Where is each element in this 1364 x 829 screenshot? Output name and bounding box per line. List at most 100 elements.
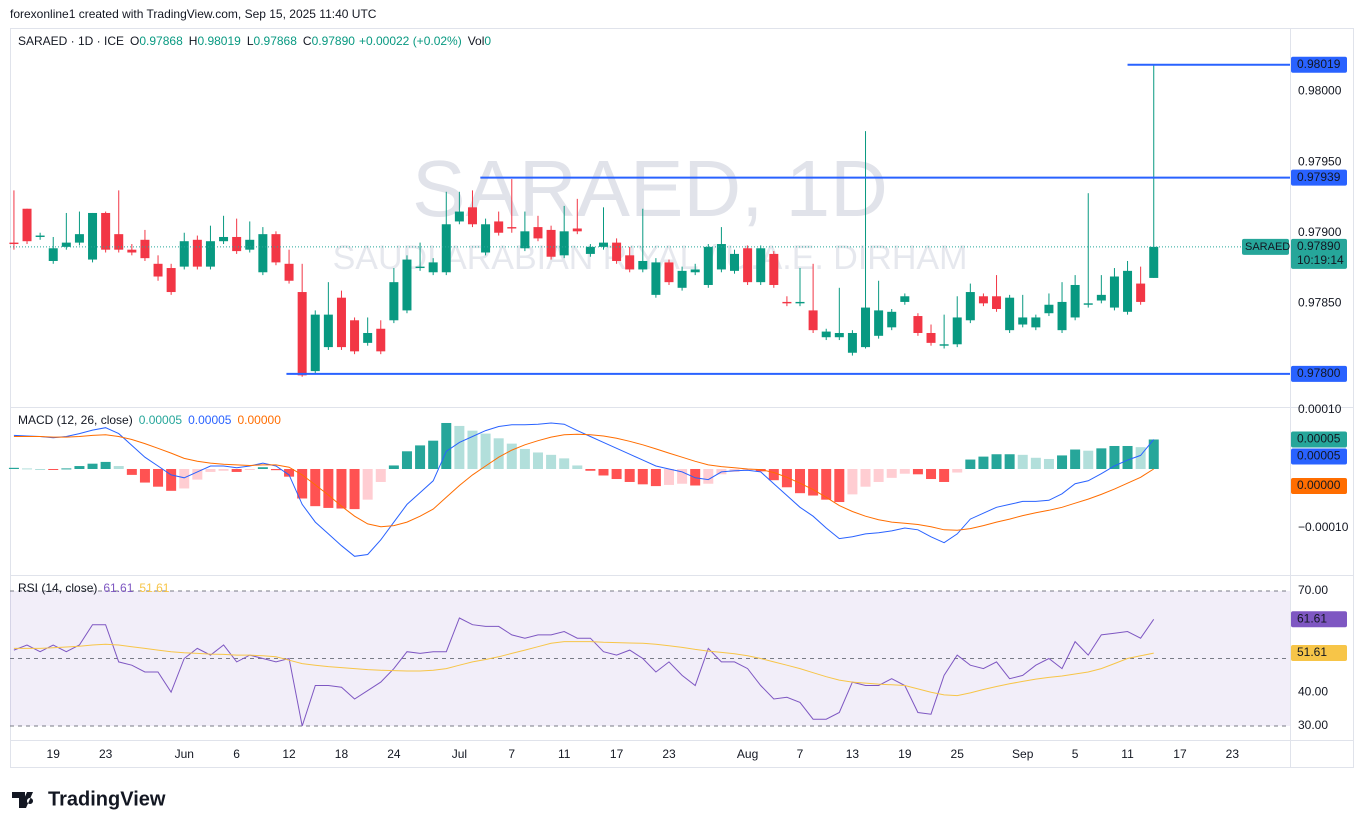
candle-body: [1018, 317, 1028, 325]
symbol-tag: SARAED: [1245, 241, 1290, 253]
candle-body: [219, 236, 229, 242]
histogram-bar: [506, 443, 517, 469]
histogram-bar: [310, 468, 321, 507]
legend-value: 51.61: [139, 581, 169, 595]
last-value-label-bg: [1291, 477, 1347, 494]
histogram-bar: [284, 468, 295, 477]
candle-body: [861, 307, 871, 348]
x-tick-label: 23: [662, 747, 676, 761]
histogram-bar: [1096, 448, 1107, 469]
histogram-bar: [926, 468, 937, 480]
symbol: SARAED · 1D · ICE: [18, 34, 124, 48]
histogram-bar: [519, 448, 530, 469]
histogram-bar: [139, 468, 150, 483]
symbol-tag-bg: [1242, 238, 1289, 255]
x-tick-label: 5: [1072, 747, 1079, 761]
candle-body: [467, 207, 477, 225]
indicator-line: [13, 422, 1155, 557]
last-value-label: 61.61: [1297, 611, 1327, 625]
last-price: 0.97890: [1297, 239, 1341, 253]
candle-body: [572, 228, 582, 232]
candle-body: [1044, 304, 1054, 314]
candle-body: [939, 344, 949, 346]
histogram-bar: [336, 468, 347, 509]
candle-body: [769, 253, 779, 285]
histogram-bar: [952, 468, 963, 473]
histogram-bar: [781, 468, 792, 488]
histogram-bar: [153, 468, 164, 487]
x-tick-label: 17: [610, 747, 624, 761]
ohlc-legend: SARAED · 1D · ICE O0.97868 H0.98019 L0.9786…: [18, 34, 491, 48]
candle-body: [952, 317, 962, 345]
level-label: 0.97939: [1297, 170, 1341, 184]
y-tick-label: 0.97900: [1298, 225, 1342, 239]
legend-value: 0.97868: [139, 34, 183, 48]
watermark-subtitle: SAUDI ARABIAN RIYAL / U.A.E. DIRHAM: [333, 239, 968, 277]
histogram-bar: [35, 468, 46, 470]
candle-body: [61, 242, 71, 247]
candle-body: [533, 227, 543, 239]
candle-body: [559, 231, 569, 256]
candle-body: [1057, 301, 1067, 331]
candle-body: [1149, 246, 1159, 278]
candle-body: [9, 242, 19, 245]
candle-body: [35, 235, 45, 237]
legend-value: 0.97890: [312, 34, 356, 48]
histogram-bar: [257, 467, 268, 469]
histogram-bar: [415, 445, 426, 469]
histogram-bar: [218, 468, 229, 471]
y-tick-label: 70.00: [1298, 583, 1328, 597]
legend-value: +0.00022 (+0.02%): [359, 34, 462, 48]
candle-body: [585, 246, 595, 254]
histogram-bar: [1083, 450, 1094, 469]
histogram-bar: [323, 468, 334, 508]
candle-body: [546, 229, 556, 257]
candle-body: [638, 260, 648, 270]
watermark: SARAED, 1D: [412, 144, 888, 233]
histogram-bar: [611, 468, 622, 480]
candle-body: [834, 332, 844, 338]
last-value-label: 0.00005: [1297, 449, 1341, 463]
x-tick-label: 12: [282, 747, 296, 761]
legend-value: 61.61: [103, 581, 133, 595]
x-tick-label: 18: [335, 747, 349, 761]
histogram-bar: [1057, 455, 1068, 469]
candle-body: [1031, 317, 1041, 328]
candle-body: [494, 221, 504, 233]
candle-body: [192, 239, 202, 267]
histogram-bar: [585, 468, 596, 471]
histogram-bar: [1148, 439, 1159, 469]
histogram-bar: [742, 468, 753, 471]
level-label-bg: [1291, 365, 1347, 382]
x-tick-label: Sep: [1012, 747, 1034, 761]
last-value-label: 0.00005: [1297, 432, 1341, 446]
x-tick-label: 13: [846, 747, 860, 761]
candle-body: [847, 332, 857, 353]
histogram-bar: [74, 466, 85, 469]
level-label: 0.98019: [1297, 57, 1341, 71]
candle-body: [507, 227, 517, 229]
x-tick-label: Jul: [452, 747, 467, 761]
histogram-bar: [205, 468, 216, 472]
legend-value: 0: [484, 34, 491, 48]
candle-body: [598, 242, 608, 247]
x-tick-label: 17: [1173, 747, 1187, 761]
candle-body: [323, 314, 333, 348]
chart-frame: [10, 28, 1354, 768]
histogram-bar: [48, 468, 59, 470]
indicator-line: [13, 617, 1155, 727]
candle-body: [232, 236, 242, 252]
histogram-bar: [860, 468, 871, 487]
histogram-bar: [401, 451, 412, 469]
candle-body: [101, 212, 111, 250]
candle-body: [821, 331, 831, 338]
indicator-title: RSI (14, close): [18, 581, 97, 595]
legend-value: 0.00005: [139, 413, 183, 427]
candle-body: [140, 239, 150, 259]
histogram-bar: [1030, 457, 1041, 469]
candle-body: [1109, 276, 1119, 308]
histogram-bar: [1017, 454, 1028, 469]
histogram-bar: [493, 438, 504, 469]
